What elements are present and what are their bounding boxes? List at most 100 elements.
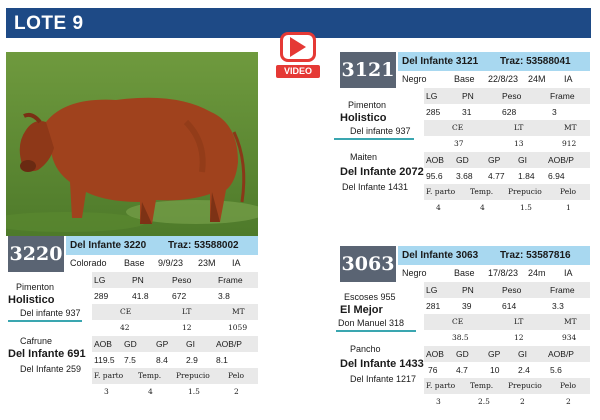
table-header: F. parto <box>426 381 456 390</box>
lot-info-row: Negro Base 17/8/23 24m IA <box>398 265 590 282</box>
sire-name: Holistico <box>8 294 55 306</box>
table-header: MT <box>232 307 245 316</box>
table-cell: 3 <box>436 397 441 406</box>
table-header: Frame <box>550 91 575 101</box>
table-cell: 37 <box>454 139 464 148</box>
table-header: GI <box>518 155 527 165</box>
base-label: Base <box>124 258 145 268</box>
sire-top: Pimenton <box>348 100 387 110</box>
lot-name: Del Infante 3121 <box>402 56 479 67</box>
table-row: 37 13 912 <box>424 136 590 152</box>
table-row: AOB GD GP GI AOB/P <box>424 152 590 168</box>
lot-title: LOTE 9 <box>14 13 84 34</box>
traz-number: Traz: 53587816 <box>500 250 571 261</box>
age: 24M <box>528 74 546 84</box>
table-header: LG <box>94 275 106 285</box>
table-header: AOB/P <box>548 349 574 359</box>
table-header: GD <box>456 349 469 359</box>
table-header: Temp. <box>470 381 494 390</box>
table-header: F. parto <box>94 371 124 380</box>
table-row: 38.5 12 934 <box>424 330 590 346</box>
table-cell: 3.3 <box>552 301 564 311</box>
table-header: PN <box>462 285 474 295</box>
table-header: GD <box>124 339 137 349</box>
table-cell: 289 <box>94 291 109 301</box>
table-cell: 39 <box>462 301 472 311</box>
video-button[interactable]: VIDEO <box>276 30 320 78</box>
bull-photo <box>6 52 258 236</box>
pedigree: Pimenton Holistico Del infante 937 Maite… <box>334 100 424 210</box>
birth-date: 22/8/23 <box>488 74 519 84</box>
dam-top: Cafrune <box>20 336 53 346</box>
table-header: GD <box>456 155 469 165</box>
table-header: CE <box>452 317 464 326</box>
age: 24m <box>528 268 546 278</box>
lot-info-row: Colorado Base 9/9/23 23M IA <box>66 255 258 272</box>
base-label: Base <box>454 74 475 84</box>
coat-color: Negro <box>402 268 427 278</box>
table-cell: 5.6 <box>550 365 562 375</box>
lot-name-bar: Del Infante 3220 Traz: 53588002 <box>66 236 258 255</box>
lot-name-bar: Del Infante 3121 Traz: 53588041 <box>398 52 590 71</box>
table-row: 76 4.7 10 2.4 5.6 <box>424 362 590 378</box>
table-header: AOB/P <box>548 155 574 165</box>
divider <box>8 320 82 322</box>
dam-name: Del Infante 691 <box>8 348 86 360</box>
table-cell: 8.1 <box>216 355 228 365</box>
table-header: Pelo <box>560 187 577 196</box>
table-header: Temp. <box>138 371 162 380</box>
table-header: LT <box>514 123 524 132</box>
dam-name: Del Infante 2072 <box>340 166 424 178</box>
table-row: 3 2.5 2 2 <box>424 394 590 410</box>
table-row: LG PN Peso Frame <box>92 272 258 288</box>
table-cell: 10 <box>490 365 500 375</box>
lot-number: 3220 <box>8 236 64 272</box>
dam-sub: Del Infante 1217 <box>350 374 417 384</box>
table-cell: 2 <box>566 397 571 406</box>
table-row: 289 41.8 672 3.8 <box>92 288 258 304</box>
table-cell: 1059 <box>228 323 248 332</box>
table-header: PN <box>462 91 474 101</box>
table-cell: 12 <box>514 333 524 342</box>
table-cell: 4 <box>480 203 485 212</box>
lot-number: 3121 <box>340 52 396 88</box>
traz-number: Traz: 53588041 <box>500 56 571 67</box>
table-header: Temp. <box>470 187 494 196</box>
table-header: LG <box>426 285 438 295</box>
table-cell: 672 <box>172 291 187 301</box>
table-row: 4 4 1.5 1 <box>424 200 590 216</box>
table-cell: 3.8 <box>218 291 230 301</box>
table-header: AOB/P <box>216 339 242 349</box>
table-header: AOB <box>94 339 112 349</box>
coat-color: Negro <box>402 74 427 84</box>
table-header: GP <box>488 349 501 359</box>
table-header: Prepucio <box>508 381 542 390</box>
table-cell: 4.77 <box>488 171 505 181</box>
lot-card-3220: 3220 Del Infante 3220 Traz: 53588002 Col… <box>8 236 258 396</box>
sire-sub: Del infante 937 <box>20 308 81 318</box>
table-cell: 7.5 <box>124 355 136 365</box>
base-label: Base <box>454 268 475 278</box>
table-cell: 4 <box>148 387 153 396</box>
table-header: CE <box>120 307 132 316</box>
table-cell: 8.4 <box>156 355 168 365</box>
table-cell: 2 <box>234 387 239 396</box>
table-cell: 38.5 <box>452 333 469 342</box>
table-cell: 281 <box>426 301 441 311</box>
lot-name-bar: Del Infante 3063 Traz: 53587816 <box>398 246 590 265</box>
dam-sub: Del Infante 259 <box>20 364 82 374</box>
data-table: LG PN Peso Frame 289 41.8 672 3.8 CE LT … <box>92 272 258 400</box>
ia-label: IA <box>564 74 573 84</box>
table-row: F. parto Temp. Prepucio Pelo <box>424 184 590 200</box>
table-row: AOB GD GP GI AOB/P <box>92 336 258 352</box>
sire-sub: Del infante 937 <box>350 126 411 136</box>
lot-card-3121: 3121 Del Infante 3121 Traz: 53588041 Neg… <box>334 52 590 212</box>
table-cell: 614 <box>502 301 517 311</box>
pedigree: Escoses 955 El Mejor Don Manuel 318 Panc… <box>336 292 424 402</box>
lot-info-row: Negro Base 22/8/23 24M IA <box>398 71 590 88</box>
table-row: LG PN Peso Frame <box>424 88 590 104</box>
table-row: 281 39 614 3.3 <box>424 298 590 314</box>
table-cell: 31 <box>462 107 472 117</box>
table-header: Peso <box>172 275 192 285</box>
lot-name: Del Infante 3220 <box>70 240 147 251</box>
